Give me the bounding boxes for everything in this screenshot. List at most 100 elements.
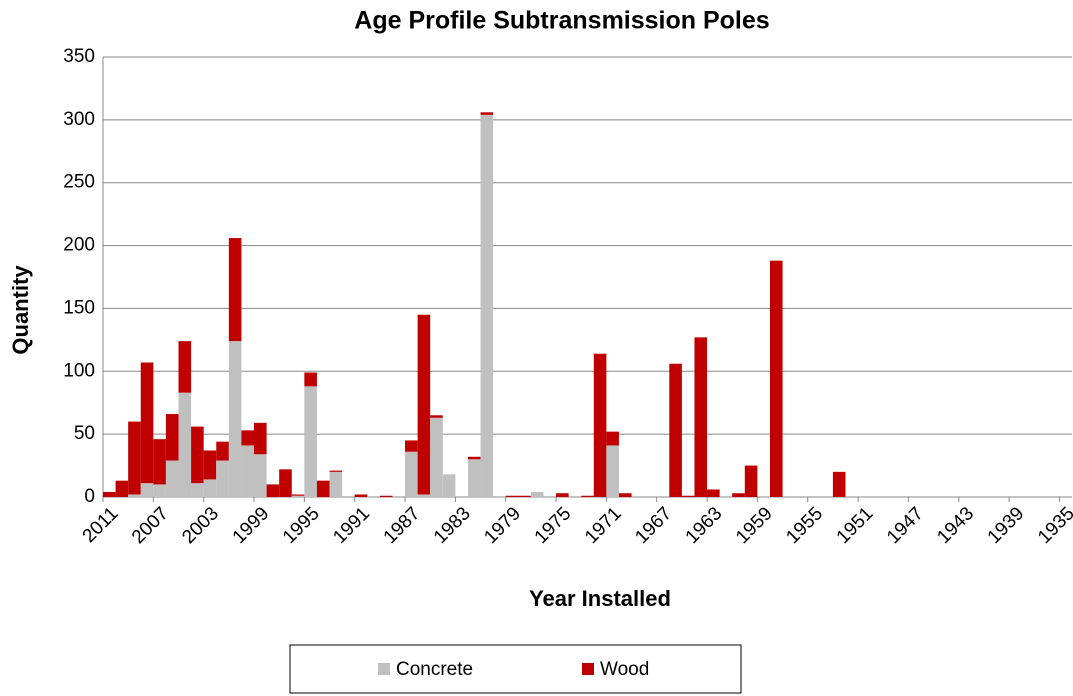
x-tick-label: 1939 [984,503,1029,548]
bar-segment [405,440,418,452]
legend-label: Concrete [396,659,473,680]
bar-segment [556,493,569,497]
y-tick-label: 0 [84,486,95,507]
bar-segment [354,494,368,497]
x-tick-label: 1995 [279,503,324,548]
bar-segment [304,372,317,387]
x-tick-label: 1983 [430,503,475,548]
bar-segment [769,260,783,497]
x-tick-label: 1959 [732,503,777,548]
bar-segment [669,363,682,497]
x-tick-label: 1975 [531,503,576,548]
bar-segment [128,494,141,497]
bar-segment [254,454,267,497]
x-tick-label: 1935 [1034,503,1073,548]
y-tick-label: 250 [63,172,95,193]
bar-segment [430,417,443,497]
bar-segment [480,112,494,115]
bar-segment [228,238,242,342]
bar-segment [606,445,619,497]
bar-segment [216,460,229,497]
x-tick-label: 2003 [178,503,223,548]
bar-segment [279,469,292,497]
bar-segment [379,495,393,497]
bar-segment [732,493,745,497]
x-tick-label: 1955 [782,503,827,548]
bar-segment [316,480,330,497]
bar-segment [254,422,267,455]
x-tick-label: 1987 [380,503,425,548]
x-axis-title: Year Installed [529,586,671,611]
bar-segment [618,493,632,497]
bar-segment [518,495,531,497]
y-tick-label: 200 [63,235,95,256]
bar-segment [153,484,166,497]
bar-segment [153,439,166,485]
legend-swatch [582,663,594,675]
x-tick-label: 1943 [933,503,978,548]
bar-segment [216,441,229,461]
x-tick-label: 1951 [833,503,878,548]
bar-segment [165,460,179,497]
bar-segment [266,484,280,497]
bar-segment [165,414,179,461]
bar-segment [103,491,116,497]
legend-swatch [378,663,390,675]
chart-title: Age Profile Subtransmission Poles [354,7,769,35]
bar-segment [430,415,443,418]
y-tick-label: 50 [74,423,95,444]
bar-segment [417,494,431,497]
x-tick-label: 2007 [128,503,173,548]
bar-segment [707,489,720,497]
bar-segment [128,421,141,495]
bar-segment [744,465,758,497]
bar-segment [203,450,217,480]
bar-segment [832,471,846,497]
bar-segment [304,386,317,497]
y-axis-title: Quantity [8,265,33,355]
x-tick-label: 1979 [480,503,525,548]
x-tick-label: 1999 [229,503,274,548]
bar-segment [442,474,456,497]
bar-segment [694,337,708,497]
bar-segment [681,495,695,497]
bar-segment [241,430,255,446]
bar-segment [593,353,607,497]
bar-segment [228,341,242,497]
legend-label: Wood [600,659,649,680]
bar-segment [480,114,494,497]
legend-box [289,644,742,694]
bar-segment [405,451,418,497]
bar-segment [581,495,594,497]
x-tick-label: 1991 [329,503,374,548]
y-tick-label: 350 [63,46,95,67]
bar-segment [467,456,481,460]
y-tick-label: 150 [63,297,95,318]
x-tick-label: 1947 [883,503,928,548]
bar-segment [291,494,305,496]
bar-segment [203,479,217,497]
x-tick-label: 2011 [79,503,123,547]
bar-segment [467,459,481,497]
bar-segment [329,470,343,472]
x-tick-label: 1967 [631,503,676,548]
bar-segment [115,480,129,497]
bar-segment [505,495,519,497]
y-tick-label: 300 [63,109,95,130]
bar-segment [606,431,619,446]
bar-segment [178,341,192,393]
bar-segment [241,445,255,497]
x-tick-label: 1963 [682,503,727,548]
bar-segment [417,314,431,495]
bar-segment [178,392,192,497]
bar-segment [530,491,544,497]
bar-segment [191,426,204,484]
bar-segment [140,483,154,497]
bar-segment [291,495,305,497]
bar-segment [140,362,154,484]
bar-segment [191,483,204,497]
bar-segment [329,471,343,497]
x-tick-label: 1971 [581,503,626,548]
y-tick-label: 100 [63,360,95,381]
